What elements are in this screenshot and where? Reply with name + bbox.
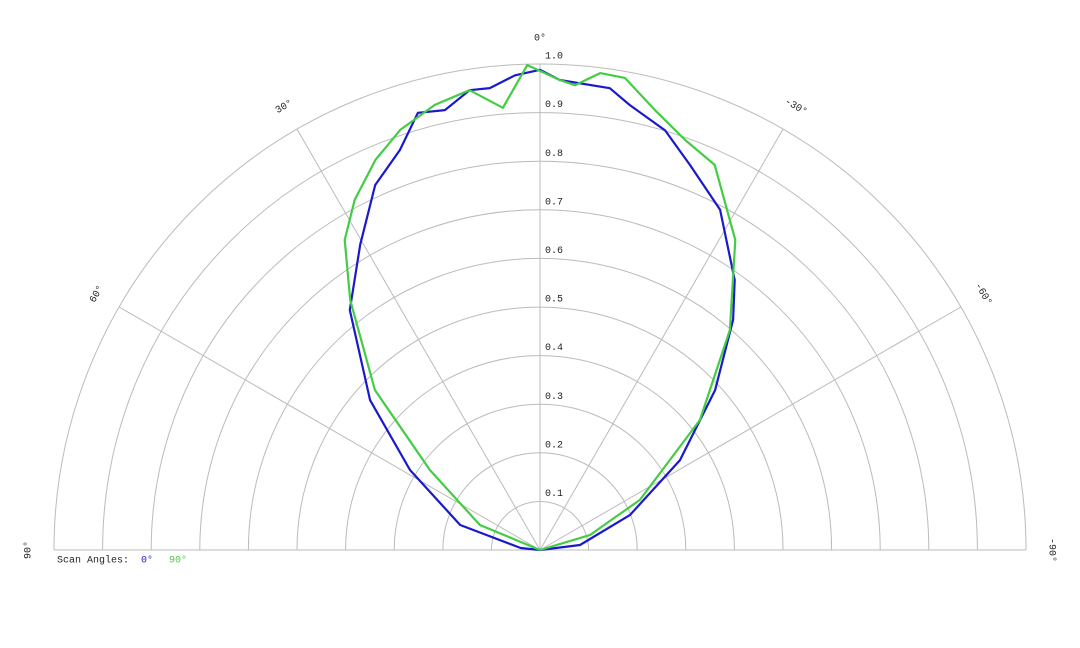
theta-tick-label: 30°: [274, 97, 296, 116]
grid-spoke: [539, 306, 962, 551]
legend-title: Scan Angles:: [57, 555, 129, 567]
r-tick-label: 0.8: [545, 149, 563, 160]
r-tick-label: 0.6: [545, 246, 563, 257]
series-line: [343, 63, 737, 552]
r-tick-label: 0.4: [545, 343, 563, 354]
legend-entry: 0°: [141, 555, 153, 567]
theta-tick-label: 0°: [534, 33, 546, 45]
theta-tick-label: -60°: [972, 281, 994, 308]
theta-tick-label: -90°: [1045, 538, 1057, 562]
r-tick-label: 0.3: [545, 392, 563, 403]
r-tick-label: 0.5: [545, 295, 563, 306]
series-line: [348, 68, 736, 552]
legend-entry: 90°: [169, 555, 187, 567]
grid-spoke: [118, 306, 541, 551]
r-tick-label: 0.1: [545, 489, 563, 500]
grid-spoke: [539, 128, 784, 551]
theta-tick-label: 60°: [87, 284, 106, 306]
theta-tick-label: 90°: [23, 541, 35, 559]
theta-tick-label: -30°: [782, 96, 809, 118]
grid-spoke: [296, 128, 541, 551]
r-tick-label: 0.7: [545, 197, 563, 208]
r-tick-label: 1.0: [545, 52, 563, 63]
r-tick-label: 0.2: [545, 440, 563, 451]
r-tick-label: 0.9: [545, 100, 563, 111]
